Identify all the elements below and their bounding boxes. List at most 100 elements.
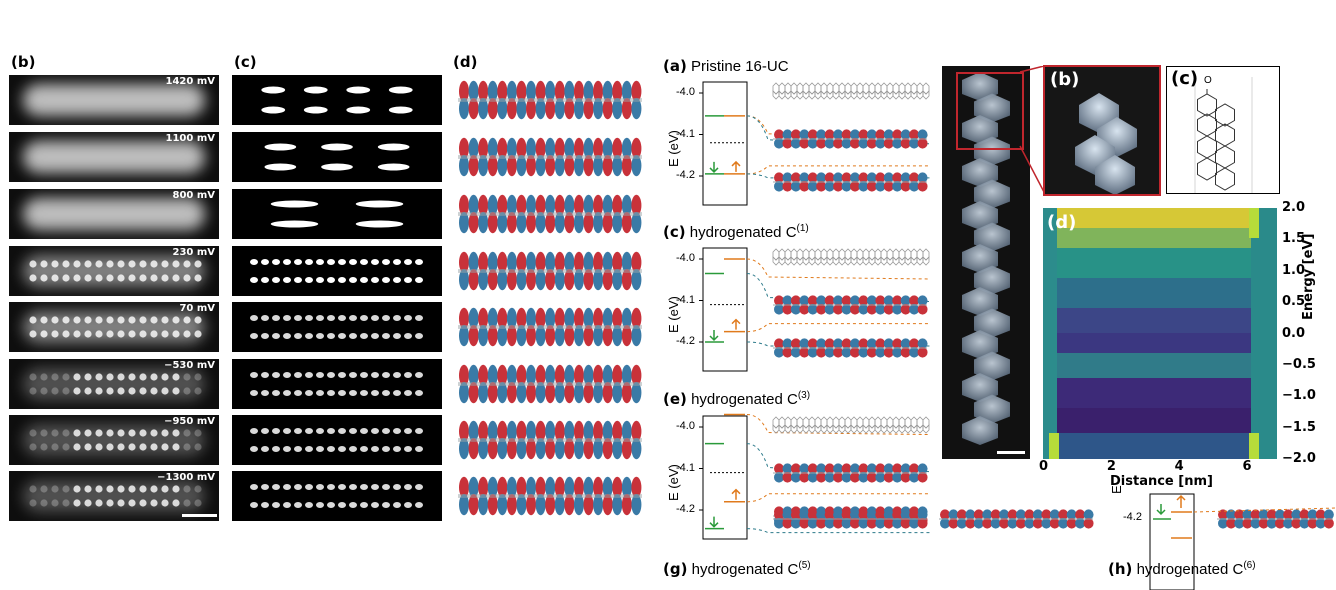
orbital-lobe (506, 98, 517, 120)
stm-hex-unit (974, 308, 1010, 338)
orbital-lobe (892, 347, 903, 358)
orbital-lobe (892, 472, 903, 483)
hex-ring (832, 90, 840, 100)
orbital-lobe (621, 494, 632, 516)
orbital-lobe (468, 325, 479, 347)
orbital-lobe (841, 509, 852, 520)
hex-ring (772, 90, 780, 100)
hex-ring (862, 424, 870, 434)
hex-ring (814, 256, 822, 266)
stm-lobe (84, 330, 92, 338)
orbital-lobe (535, 476, 546, 498)
orbital-lobe (824, 509, 835, 520)
orbital-lobe (990, 509, 1001, 520)
orbital-lobe (1258, 518, 1269, 529)
stm-lobe (51, 373, 59, 381)
orbital-lobe (883, 304, 894, 315)
orbital-lobe (774, 509, 784, 520)
lattice-molecule (772, 82, 930, 100)
stm-lobe (84, 274, 92, 282)
stm-lobe (128, 387, 136, 395)
hex-ring (820, 90, 828, 100)
simulated-image (232, 246, 442, 296)
orbital-lobe (833, 463, 844, 474)
orbital-lobe (497, 494, 508, 516)
colorbar-tick: 1.5 (1282, 231, 1306, 247)
orbital-lobe (602, 325, 613, 347)
sim-lobe (393, 315, 401, 321)
stm-lobe (194, 373, 202, 381)
stm-lobe (73, 387, 81, 395)
level-frame (702, 81, 748, 206)
orbital-lobe (583, 137, 594, 159)
level-orbital-strip (773, 338, 928, 358)
orbital-lobe (526, 251, 537, 273)
orbital-image (458, 420, 642, 460)
orbital-lobe (892, 172, 903, 183)
orbital-lobe (583, 494, 594, 516)
stm-image: −1300 mV (9, 471, 219, 521)
orbital-lobe (774, 472, 784, 483)
orbital-lobe (956, 518, 967, 529)
hex-ring (796, 256, 804, 266)
map-band (1057, 208, 1251, 228)
sim-lobe (327, 428, 335, 434)
connector-line (746, 528, 930, 534)
orbital-lobe (807, 172, 818, 183)
map-band (1057, 308, 1251, 333)
stm-lobe (161, 260, 169, 268)
hex-ring (910, 424, 918, 434)
stm-lobe (106, 260, 114, 268)
orbital-lobe (506, 382, 517, 404)
orbital-lobe (917, 295, 928, 306)
hex-ring (856, 90, 864, 100)
orbital-lobe (459, 382, 469, 404)
sim-lobe (338, 390, 346, 396)
orbital-lobe (516, 269, 527, 291)
orbital-lobe (883, 347, 894, 358)
orbital-lobe (573, 494, 584, 516)
stm-image: 1420 mV (9, 75, 219, 125)
orbital-lobe (545, 155, 556, 177)
stm-lobe (161, 443, 169, 451)
sim-lobe (294, 315, 302, 321)
orbital-lobe (612, 269, 623, 291)
simulated-lobes (250, 484, 423, 508)
stm-glow (23, 198, 205, 230)
oxygen-atom-label: O (1204, 75, 1212, 86)
sim-lobe (327, 502, 335, 508)
stm-lobe (106, 485, 114, 493)
orbital-lobe (1075, 509, 1086, 520)
orbital-lobe (1234, 509, 1245, 520)
orbital-lobe (459, 155, 469, 177)
orbital-lobe (506, 307, 517, 329)
orbital-lobe (564, 80, 575, 102)
orbital-lobe (807, 463, 818, 474)
orbital-lobe (866, 463, 877, 474)
orbital-lobe (909, 172, 920, 183)
orbital-lobe (516, 98, 527, 120)
orbital-lobe (564, 420, 575, 442)
hex-ring (802, 256, 810, 266)
stm-lobe (106, 330, 114, 338)
partial-level-ylabel: E (1109, 485, 1124, 494)
sim-lobe (371, 333, 379, 339)
orbital-lobe (526, 137, 537, 159)
orbital-lobe (535, 438, 546, 460)
sim-lobe (250, 277, 258, 283)
orbital-lobe (799, 304, 810, 315)
stm-lobe (194, 330, 202, 338)
orbital-lobe (459, 325, 469, 347)
orbital-lobe (858, 472, 869, 483)
hex-ring (838, 256, 846, 266)
sim-lobe (272, 277, 280, 283)
connector-line (746, 493, 930, 503)
hex-ring (850, 256, 858, 266)
sim-lobe (404, 315, 412, 321)
orbital-lobe (535, 382, 546, 404)
orbital-lobe (573, 137, 584, 159)
sim-lobe (316, 428, 324, 434)
stm-lobe (128, 316, 136, 324)
stm-lobe (194, 387, 202, 395)
orbital-lobe (824, 518, 835, 529)
